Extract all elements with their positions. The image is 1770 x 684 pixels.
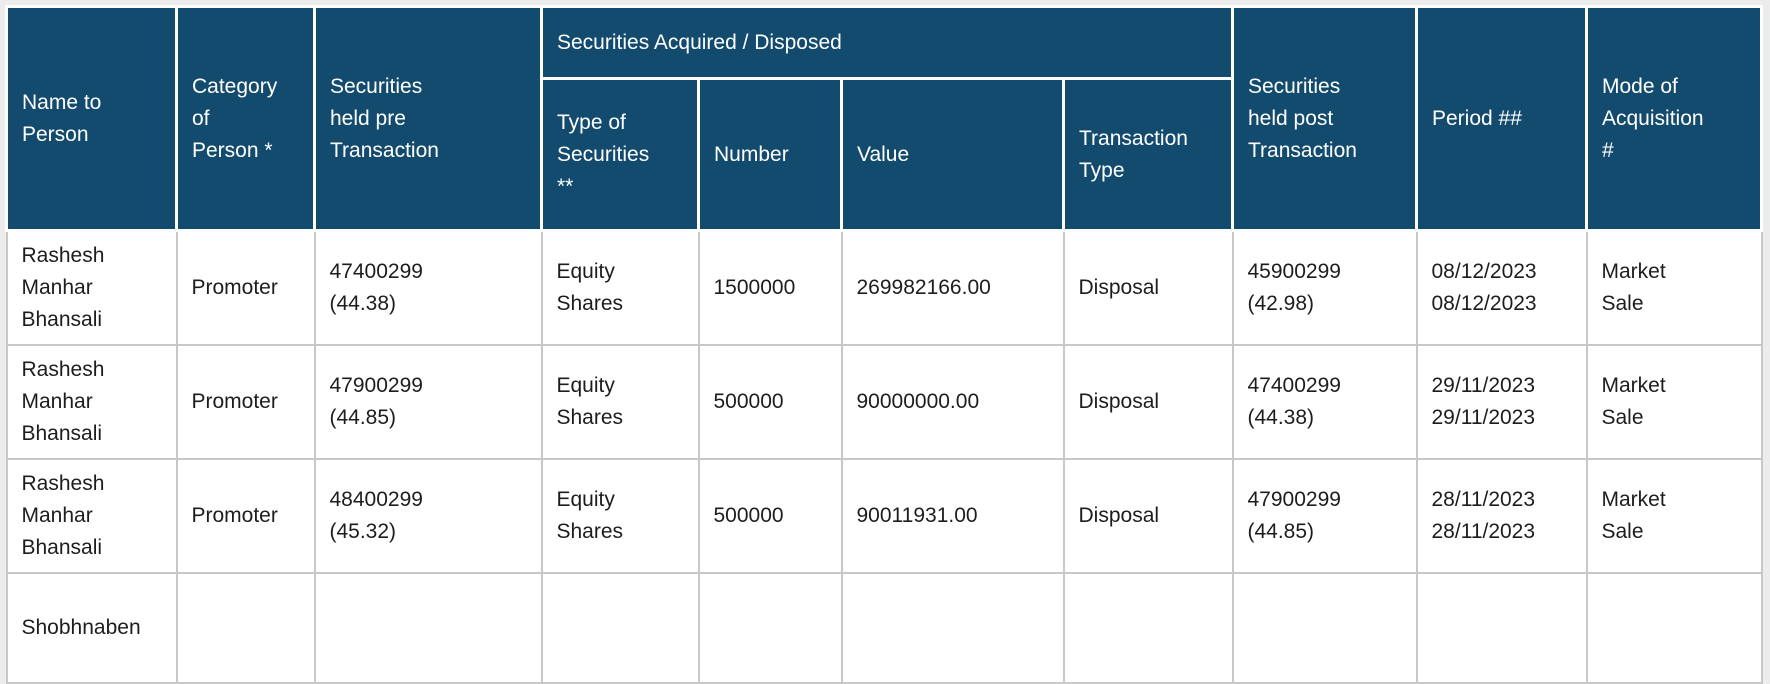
cell-period: 08/12/2023 08/12/2023 <box>1415 229 1588 346</box>
cell-securities-held-post: 47400299 (44.38) <box>1231 344 1418 460</box>
table-row: Rashesh Manhar Bhansali Promoter 4740029… <box>5 229 1763 346</box>
table-row: Rashesh Manhar Bhansali Promoter 4840029… <box>5 458 1763 574</box>
cell-number <box>697 572 843 684</box>
cell-period <box>1415 572 1588 684</box>
cell-securities-held-post: 47900299 (44.85) <box>1231 458 1418 574</box>
col-group-header-securities-acquired-disposed: Securities Acquired / Disposed <box>540 5 1234 80</box>
table-row-partial: Shobhnaben <box>5 572 1763 684</box>
cell-number: 500000 <box>697 344 843 460</box>
col-header-category-of-person: Category of Person * <box>175 5 316 232</box>
cell-period: 28/11/2023 28/11/2023 <box>1415 458 1588 574</box>
col-header-transaction-type: Transaction Type <box>1062 77 1234 232</box>
cell-securities-held-pre <box>313 572 543 684</box>
cell-securities-held-post <box>1231 572 1418 684</box>
col-header-mode-of-acquisition: Mode of Acquisition # <box>1585 5 1763 232</box>
cell-type-of-securities: Equity Shares <box>540 344 700 460</box>
cell-value: 90011931.00 <box>840 458 1065 574</box>
cell-name-to-person: Rashesh Manhar Bhansali <box>5 458 178 574</box>
cell-transaction-type: Disposal <box>1062 344 1234 460</box>
cell-securities-held-post: 45900299 (42.98) <box>1231 229 1418 346</box>
cell-period: 29/11/2023 29/11/2023 <box>1415 344 1588 460</box>
cell-value <box>840 572 1065 684</box>
col-header-value: Value <box>840 77 1065 232</box>
cell-category-of-person <box>175 572 316 684</box>
cell-category-of-person: Promoter <box>175 458 316 574</box>
col-header-securities-held-post: Securities held post Transaction <box>1231 5 1418 232</box>
col-header-name-to-person: Name to Person <box>5 5 178 232</box>
col-header-period: Period ## <box>1415 5 1588 232</box>
cell-value: 269982166.00 <box>840 229 1065 346</box>
col-header-number: Number <box>697 77 843 232</box>
header-group-row: Name to Person Category of Person * Secu… <box>5 5 1763 232</box>
cell-value: 90000000.00 <box>840 344 1065 460</box>
cell-securities-held-pre: 47900299 (44.85) <box>313 344 543 460</box>
cell-securities-held-pre: 48400299 (45.32) <box>313 458 543 574</box>
securities-transactions-table: Name to Person Category of Person * Secu… <box>5 5 1763 684</box>
table-row: Rashesh Manhar Bhansali Promoter 4790029… <box>5 344 1763 460</box>
col-header-securities-held-pre: Securities held pre Transaction <box>313 5 543 232</box>
cell-mode-of-acquisition: Market Sale <box>1585 229 1763 346</box>
header-sub-row: Type of Securities ** Number Value Trans… <box>7 77 1762 232</box>
cell-name-to-person: Rashesh Manhar Bhansali <box>5 229 178 346</box>
cell-mode-of-acquisition: Market Sale <box>1585 458 1763 574</box>
cell-name-to-person: Shobhnaben <box>5 572 178 684</box>
cell-mode-of-acquisition: Market Sale <box>1585 344 1763 460</box>
col-header-type-of-securities: Type of Securities ** <box>540 77 700 232</box>
cell-type-of-securities <box>540 572 700 684</box>
cell-name-to-person: Rashesh Manhar Bhansali <box>5 344 178 460</box>
cell-securities-held-pre: 47400299 (44.38) <box>313 229 543 346</box>
cell-transaction-type <box>1062 572 1234 684</box>
securities-transactions-table-wrap: Name to Person Category of Person * Secu… <box>5 5 1763 684</box>
cell-transaction-type: Disposal <box>1062 229 1234 346</box>
cell-transaction-type: Disposal <box>1062 458 1234 574</box>
cell-mode-of-acquisition <box>1585 572 1763 684</box>
cell-number: 500000 <box>697 458 843 574</box>
cell-type-of-securities: Equity Shares <box>540 458 700 574</box>
cell-number: 1500000 <box>697 229 843 346</box>
cell-category-of-person: Promoter <box>175 344 316 460</box>
cell-type-of-securities: Equity Shares <box>540 229 700 346</box>
cell-category-of-person: Promoter <box>175 229 316 346</box>
